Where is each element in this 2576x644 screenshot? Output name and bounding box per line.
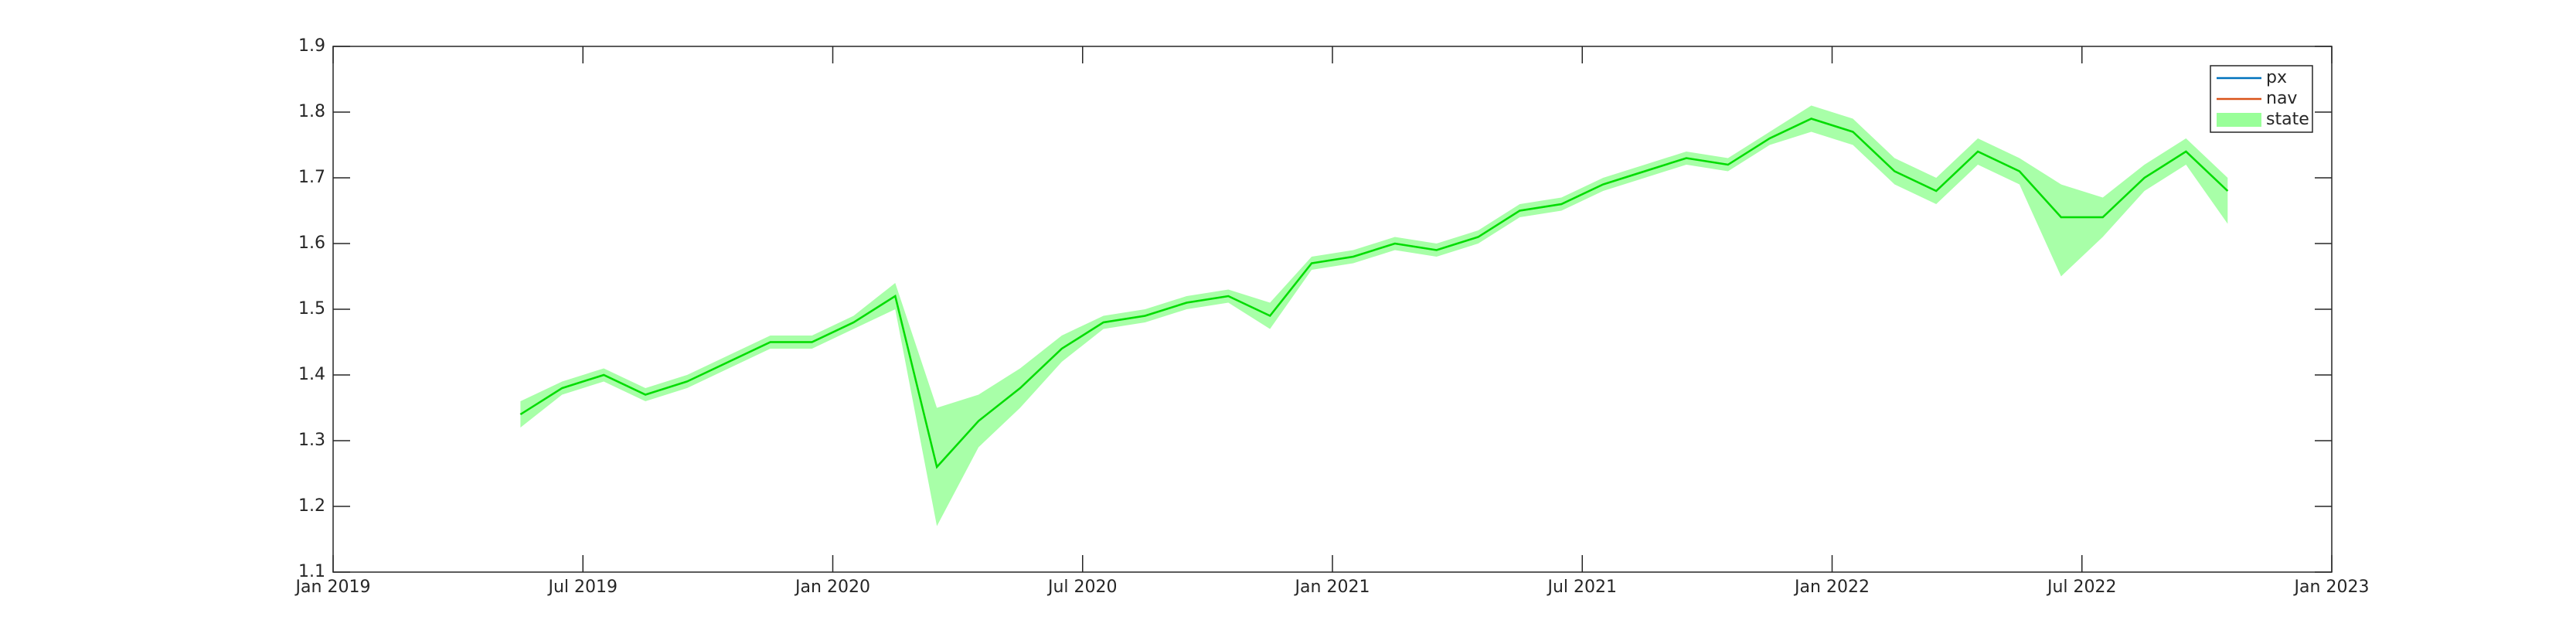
- state-line: [519, 118, 2229, 469]
- y-tick-label: 1.3: [298, 431, 325, 450]
- y-tick-label: 1.5: [298, 299, 325, 319]
- x-tick-label: Jul 2021: [1546, 578, 1617, 597]
- x-tick-label: Jan 2019: [294, 578, 371, 597]
- y-tick-label: 1.2: [298, 496, 325, 516]
- y-tick-label: 1.6: [298, 233, 325, 253]
- x-tick-label: Jan 2023: [2293, 578, 2370, 597]
- legend-swatch: [2217, 113, 2261, 127]
- x-tick-label: Jan 2020: [794, 578, 870, 597]
- legend-label: px: [2266, 68, 2287, 87]
- legend: px nav state: [2210, 65, 2313, 133]
- y-tick-label: 1.4: [298, 365, 325, 384]
- y-tick-label: 1.8: [298, 102, 325, 121]
- y-tick-label: 1.9: [298, 36, 325, 56]
- plot-area: [333, 46, 2332, 572]
- x-tick-label: Jan 2022: [1793, 578, 1870, 597]
- x-tick-label: Jul 2020: [1046, 578, 1118, 597]
- x-tick-label: Jul 2022: [2046, 578, 2117, 597]
- state-band: [520, 105, 2228, 526]
- legend-label: state: [2266, 110, 2309, 129]
- x-tick-label: Jul 2019: [546, 578, 618, 597]
- y-tick-label: 1.7: [298, 168, 325, 187]
- x-tick-label: Jan 2021: [1294, 578, 1370, 597]
- y-tick-label: 1.1: [298, 562, 325, 581]
- legend-label: nav: [2266, 89, 2297, 108]
